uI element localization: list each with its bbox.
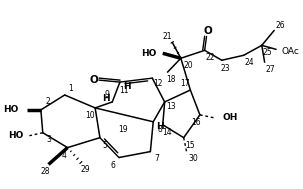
Text: 11: 11 <box>119 86 128 94</box>
Text: 19: 19 <box>118 125 128 134</box>
Text: HO: HO <box>141 49 156 58</box>
Text: 27: 27 <box>265 65 275 74</box>
Text: H: H <box>102 94 109 103</box>
Text: 4: 4 <box>61 151 66 160</box>
Text: 28: 28 <box>41 167 50 176</box>
Text: 10: 10 <box>85 111 95 120</box>
Text: 2: 2 <box>45 98 50 106</box>
Text: OAc: OAc <box>282 47 300 56</box>
Text: 14: 14 <box>163 128 172 137</box>
Text: 30: 30 <box>188 154 198 163</box>
Text: 8: 8 <box>158 125 162 134</box>
Text: H: H <box>156 122 164 131</box>
Text: 16: 16 <box>191 118 201 127</box>
Text: 5: 5 <box>102 141 107 150</box>
Text: H: H <box>123 82 130 91</box>
Text: 20: 20 <box>184 61 193 70</box>
Text: 21: 21 <box>163 32 172 41</box>
Text: 3: 3 <box>46 135 51 144</box>
Text: 17: 17 <box>180 79 189 88</box>
Text: 12: 12 <box>153 79 163 88</box>
Text: 13: 13 <box>167 102 176 111</box>
Text: 7: 7 <box>155 154 159 163</box>
Text: 1: 1 <box>68 84 73 93</box>
Text: HO: HO <box>3 105 18 114</box>
Text: HO: HO <box>8 131 24 140</box>
Text: 22: 22 <box>206 53 215 62</box>
Text: O: O <box>90 75 98 85</box>
Text: 9: 9 <box>104 90 109 98</box>
Text: OH: OH <box>223 113 238 122</box>
Text: O: O <box>203 26 212 36</box>
Text: 18: 18 <box>167 75 176 84</box>
Text: 6: 6 <box>111 161 116 170</box>
Text: 23: 23 <box>221 64 230 73</box>
Text: 25: 25 <box>263 48 272 57</box>
Text: 24: 24 <box>245 58 254 67</box>
Text: 26: 26 <box>275 21 285 30</box>
Text: 15: 15 <box>185 141 195 150</box>
Text: 29: 29 <box>81 165 90 174</box>
